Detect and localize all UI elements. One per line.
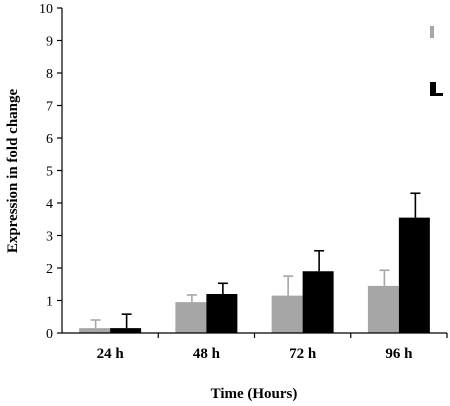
x-category-label: 24 h xyxy=(97,346,125,362)
bar xyxy=(206,294,238,333)
error-bars xyxy=(90,192,421,329)
bar xyxy=(110,328,142,333)
legend-swatch-series-1 xyxy=(430,26,434,38)
bar xyxy=(367,285,399,333)
bar xyxy=(175,302,207,333)
y-tick-label: 4 xyxy=(46,197,53,212)
y-tick-label: 6 xyxy=(46,132,53,147)
y-tick-label: 7 xyxy=(46,100,53,115)
legend-swatch-series-2-edge xyxy=(436,93,443,96)
y-tick-label: 10 xyxy=(39,2,53,17)
y-tick-label: 1 xyxy=(46,295,53,310)
legend xyxy=(430,26,443,96)
y-tick-label: 9 xyxy=(46,35,53,50)
bar xyxy=(398,217,430,333)
bar-marks xyxy=(79,217,430,333)
bar xyxy=(302,271,334,333)
x-category-label: 48 h xyxy=(193,346,221,362)
x-axis-title: Time (Hours) xyxy=(211,386,298,402)
x-category-label: 72 h xyxy=(289,346,317,362)
bar xyxy=(271,295,303,333)
y-axis-ticks: 0 1 2 3 4 5 6 7 8 9 10 xyxy=(39,2,62,342)
legend-swatch-series-2 xyxy=(430,82,436,96)
y-tick-label: 3 xyxy=(46,230,53,245)
y-tick-label: 0 xyxy=(46,327,53,342)
y-tick-label: 8 xyxy=(46,67,53,82)
x-axis-categories: 24 h 48 h 72 h 96 h xyxy=(97,333,448,362)
x-category-label: 96 h xyxy=(385,346,413,362)
y-axis-title: Expression in fold change xyxy=(5,88,21,253)
y-tick-label: 5 xyxy=(46,165,53,180)
bar xyxy=(79,328,111,333)
y-tick-label: 2 xyxy=(46,262,53,277)
